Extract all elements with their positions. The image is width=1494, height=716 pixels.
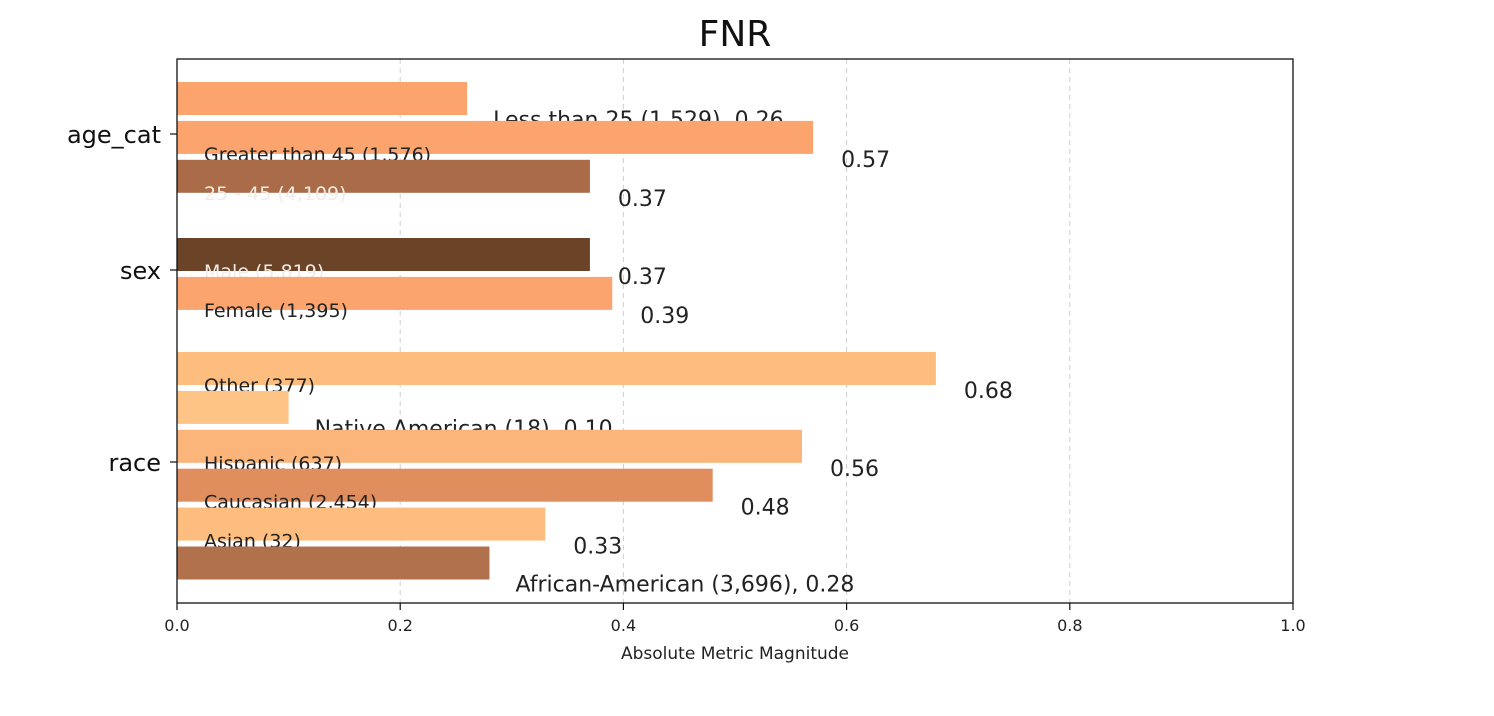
chart-title: FNR [699, 14, 772, 55]
x-tick-label: 0.8 [1057, 616, 1082, 635]
bar [177, 468, 713, 502]
bar [177, 120, 814, 154]
value-label: 0.68 [964, 379, 1013, 404]
bar [177, 159, 590, 193]
value-label: 0.56 [830, 457, 879, 482]
bar-label: African-American (3,696), 0.28 [515, 573, 854, 598]
bar-label: Female (1,395) [204, 300, 348, 322]
value-label: 0.48 [741, 496, 790, 521]
bar [177, 276, 613, 310]
y-group-label: race [108, 449, 161, 477]
x-axis-ticks: 0.0 0.2 0.4 0.6 0.8 1.0 [164, 603, 1306, 635]
x-tick-label: 0.6 [834, 616, 859, 635]
x-tick-label: 0.2 [387, 616, 412, 635]
y-group-label: sex [120, 257, 161, 285]
value-label: 0.33 [573, 535, 622, 560]
value-label: 0.37 [618, 187, 667, 212]
x-tick-label: 0.0 [164, 616, 189, 635]
bar [177, 82, 468, 115]
bar-label: 25 - 45 (4,109) [204, 183, 347, 205]
bar [177, 429, 802, 463]
bar [177, 507, 546, 541]
y-group-label: age_cat [67, 121, 161, 149]
value-label: 0.57 [841, 148, 890, 173]
x-tick-label: 1.0 [1280, 616, 1305, 635]
x-tick-label: 0.4 [611, 616, 636, 635]
plot-frame [176, 58, 1294, 604]
x-axis-label: Absolute Metric Magnitude [621, 644, 849, 664]
bar [177, 546, 490, 580]
value-label: 0.37 [618, 265, 667, 290]
bar [177, 238, 590, 271]
bar [177, 352, 936, 385]
value-label: 0.39 [640, 304, 689, 329]
bar [177, 390, 289, 424]
